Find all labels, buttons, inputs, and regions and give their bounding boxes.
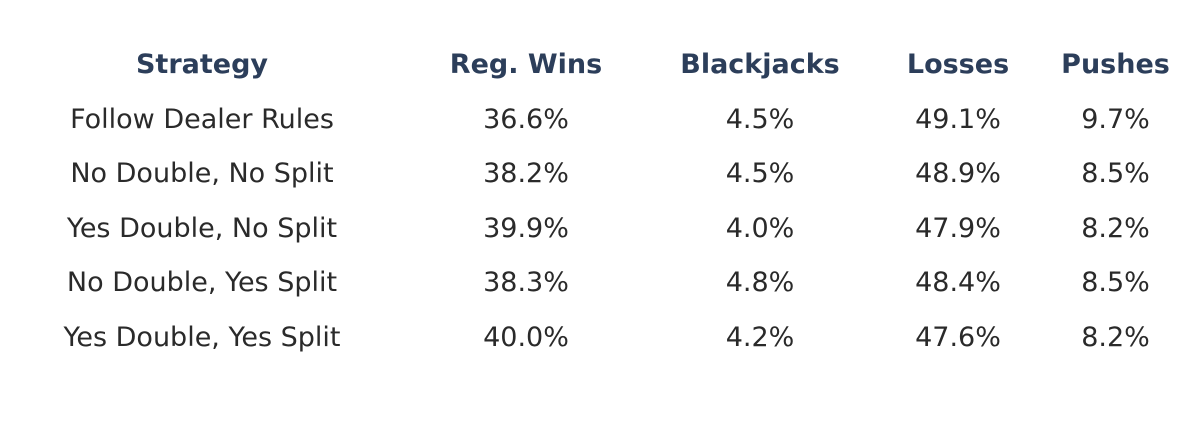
cell-blackjacks: 4.5%	[725, 158, 795, 190]
cell-losses: 49.1%	[915, 103, 1001, 135]
cell-losses: 48.4%	[915, 267, 1001, 299]
table-row: Yes Double, Yes Split 40.0% 4.2% 47.6% 8…	[0, 310, 1187, 365]
cell-pushes: 8.5%	[1081, 267, 1150, 299]
cell-losses: 47.6%	[915, 321, 1001, 353]
header-blackjacks: Blackjacks	[680, 48, 840, 80]
table-body: Follow Dealer Rules 36.6% 4.5% 49.1% 9.7…	[0, 92, 1187, 365]
cell-blackjacks: 4.5%	[725, 103, 795, 135]
cell-pushes: 8.2%	[1081, 212, 1150, 244]
cell-strategy: No Double, No Split	[70, 158, 334, 190]
cell-reg-wins: 38.2%	[483, 158, 569, 190]
cell-reg-wins: 40.0%	[483, 321, 569, 353]
cell-blackjacks: 4.0%	[725, 212, 795, 244]
header-pushes: Pushes	[1061, 48, 1170, 80]
cell-pushes: 9.7%	[1081, 103, 1150, 135]
cell-reg-wins: 36.6%	[483, 103, 569, 135]
table-row: Yes Double, No Split 39.9% 4.0% 47.9% 8.…	[0, 201, 1187, 256]
cell-pushes: 8.2%	[1081, 321, 1150, 353]
cell-reg-wins: 39.9%	[483, 212, 569, 244]
cell-reg-wins: 38.3%	[483, 267, 569, 299]
header-strategy: Strategy	[135, 48, 269, 80]
table-row: Follow Dealer Rules 36.6% 4.5% 49.1% 9.7…	[0, 92, 1187, 147]
header-row: Strategy Reg. Wins Blackjacks Losses Pus…	[0, 36, 1187, 92]
table-row: No Double, Yes Split 38.3% 4.8% 48.4% 8.…	[0, 256, 1187, 311]
cell-losses: 47.9%	[915, 212, 1001, 244]
header-losses: Losses	[906, 48, 1010, 80]
header-reg-wins: Reg. Wins	[449, 48, 603, 80]
strategy-results-table: Strategy Reg. Wins Blackjacks Losses Pus…	[0, 36, 1187, 365]
cell-strategy: Follow Dealer Rules	[70, 103, 334, 135]
table-header: Strategy Reg. Wins Blackjacks Losses Pus…	[0, 36, 1187, 92]
table-row: No Double, No Split 38.2% 4.5% 48.9% 8.5…	[0, 147, 1187, 202]
results-table-container: Strategy Reg. Wins Blackjacks Losses Pus…	[0, 36, 1187, 365]
cell-losses: 48.9%	[915, 158, 1001, 190]
cell-pushes: 8.5%	[1081, 158, 1150, 190]
cell-strategy: No Double, Yes Split	[66, 267, 338, 299]
cell-strategy: Yes Double, Yes Split	[63, 321, 341, 353]
cell-blackjacks: 4.2%	[725, 321, 795, 353]
cell-strategy: Yes Double, No Split	[66, 212, 338, 244]
cell-blackjacks: 4.8%	[725, 267, 795, 299]
